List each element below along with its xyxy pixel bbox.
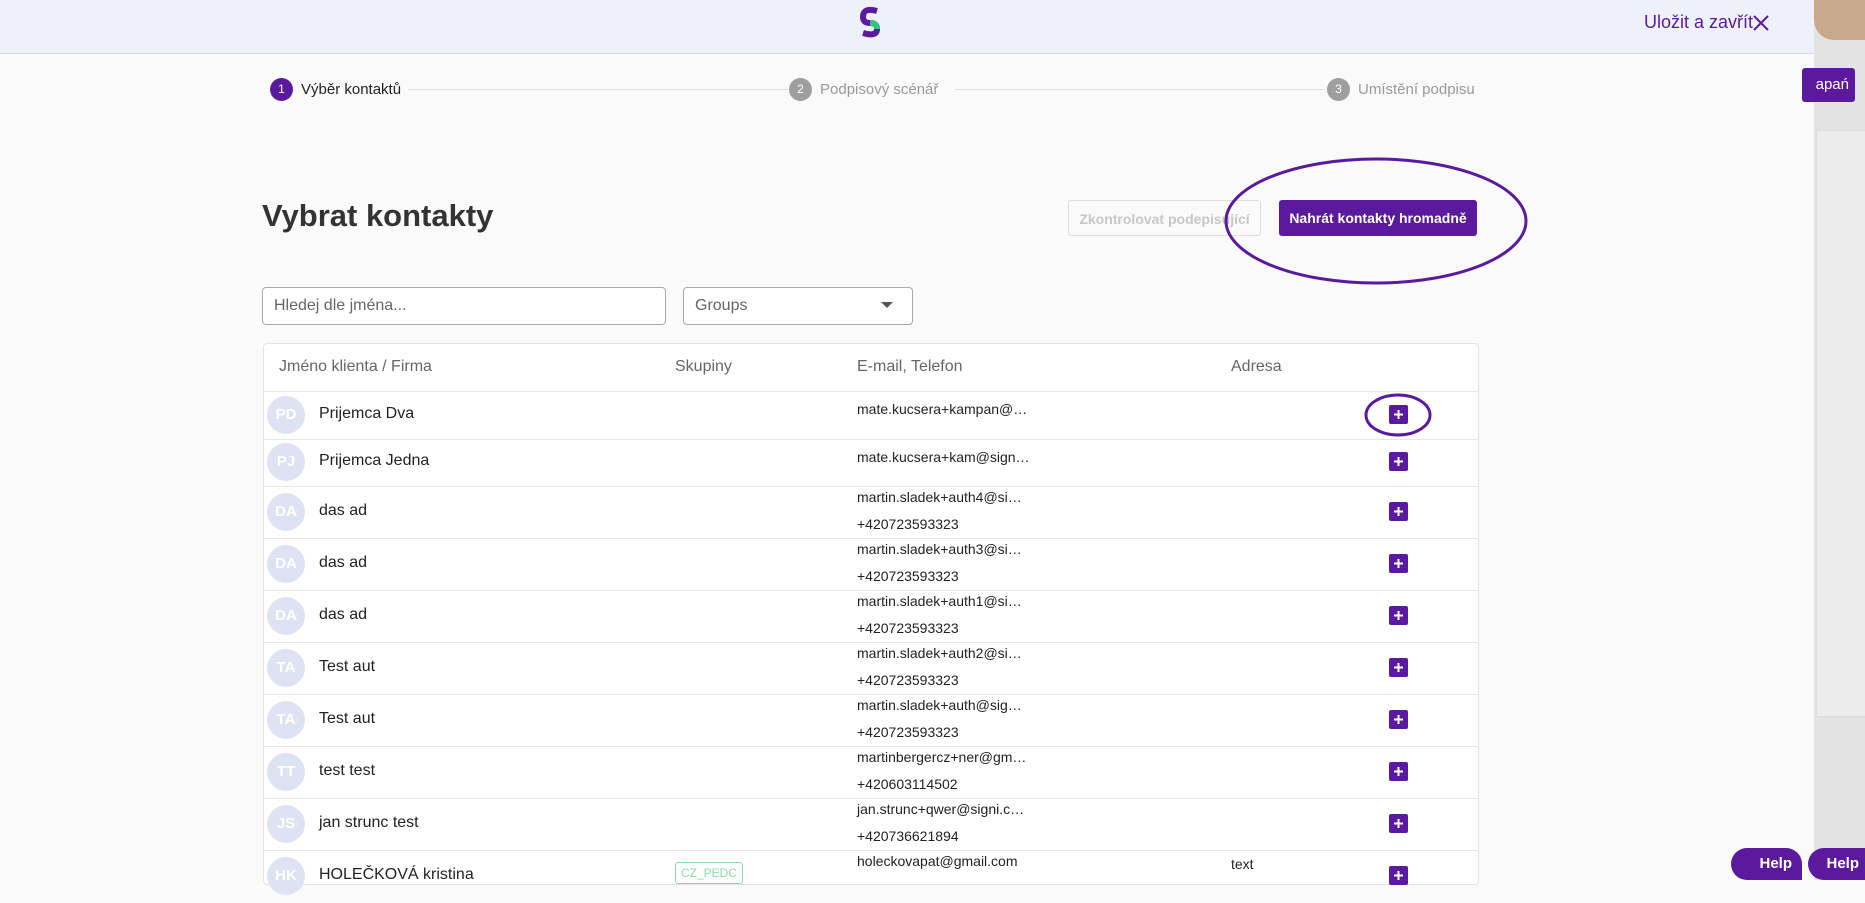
contact-name: HOLEČKOVÁ kristina bbox=[319, 866, 474, 883]
page-title: Vybrat kontakty bbox=[262, 198, 494, 233]
table-row bbox=[264, 850, 1478, 903]
contact-email: martin.sladek+auth2@si… bbox=[857, 645, 1022, 661]
contact-phone: +420723593323 bbox=[857, 724, 959, 740]
plus-icon bbox=[1394, 507, 1403, 516]
dropdown-arrow bbox=[881, 302, 893, 308]
close-icon[interactable] bbox=[1752, 14, 1770, 32]
avatar: DA bbox=[267, 545, 305, 583]
contact-email: mate.kucsera+kam@sign… bbox=[857, 448, 1030, 465]
plus-icon bbox=[1394, 611, 1403, 620]
contact-email: martinbergercz+ner@gm… bbox=[857, 749, 1027, 765]
contact-name: Prijemca Jedna bbox=[319, 452, 430, 470]
logo bbox=[859, 6, 881, 38]
contact-email: mate.kucsera+kampan@… bbox=[857, 401, 1028, 417]
column-header: Jméno klienta / Firma bbox=[279, 358, 432, 375]
contacts-table: Jméno klienta / Firma Skupiny E-mail, Tele… bbox=[263, 343, 1479, 895]
plus-icon bbox=[1394, 819, 1403, 828]
plus-icon bbox=[1394, 457, 1403, 467]
avatar: TA bbox=[267, 701, 305, 739]
avatar: TT bbox=[267, 753, 305, 791]
contact-phone: +420723593323 bbox=[857, 568, 959, 584]
avatar: DA bbox=[267, 493, 305, 531]
upload-button[interactable]: Nahrát kontakty hromadně bbox=[1279, 200, 1477, 236]
plus-icon bbox=[1394, 559, 1403, 568]
search-input[interactable]: Hledej dle jména... bbox=[262, 287, 666, 325]
table-row bbox=[264, 798, 1478, 851]
top-bar bbox=[0, 0, 1814, 54]
contact-phone: +420723593323 bbox=[857, 516, 959, 532]
contact-name: jan strunc test bbox=[319, 814, 419, 831]
table-row bbox=[264, 642, 1478, 695]
step-label: Podpisový scénář bbox=[820, 81, 939, 98]
contact-email: martin.sladek+auth1@si… bbox=[857, 593, 1022, 609]
help-button[interactable]: Help bbox=[1731, 848, 1802, 880]
step-number: 1 bbox=[270, 78, 293, 101]
help-button[interactable]: Help bbox=[1808, 848, 1865, 880]
add-contact-button[interactable] bbox=[1389, 658, 1408, 677]
plus-icon bbox=[1394, 409, 1403, 419]
contact-phone: +420723593323 bbox=[857, 672, 959, 688]
contact-name: Prijemca Dva bbox=[319, 404, 415, 422]
contact-name: Test aut bbox=[319, 658, 376, 675]
table-row bbox=[264, 746, 1478, 799]
table-row bbox=[264, 391, 1478, 440]
side-list bbox=[1816, 130, 1865, 717]
add-contact-button[interactable] bbox=[1389, 554, 1408, 573]
add-contact-button[interactable] bbox=[1389, 710, 1408, 729]
table-row bbox=[264, 694, 1478, 747]
add-contact-button[interactable] bbox=[1389, 452, 1408, 472]
plus-icon bbox=[1394, 715, 1403, 724]
contact-email: martin.sladek+auth3@si… bbox=[857, 541, 1022, 557]
contact-email: martin.sladek+auth4@si… bbox=[857, 489, 1022, 505]
step-number: 2 bbox=[789, 78, 812, 101]
contact-name: das ad bbox=[319, 606, 368, 623]
table-row bbox=[264, 590, 1478, 643]
table-row bbox=[264, 486, 1478, 539]
column-header: Adresa bbox=[1231, 358, 1282, 375]
contact-name: das ad bbox=[319, 554, 368, 571]
add-contact-button[interactable] bbox=[1389, 502, 1408, 521]
table-row bbox=[264, 538, 1478, 591]
avatar: PJ bbox=[267, 443, 305, 482]
step-number: 3 bbox=[1327, 78, 1350, 101]
add-contact-button[interactable] bbox=[1389, 866, 1408, 885]
save-close[interactable]: Uložit a zavřít bbox=[1644, 12, 1754, 32]
step-line bbox=[408, 89, 788, 90]
contact-phone: +420736621894 bbox=[857, 828, 959, 844]
column-header: E-mail, Telefon bbox=[857, 358, 963, 375]
groups-select[interactable]: Groups bbox=[683, 287, 913, 325]
contact-email: jan.strunc+qwer@signi.c… bbox=[857, 801, 1025, 817]
plus-icon bbox=[1394, 663, 1403, 672]
side-button[interactable]: apań bbox=[1802, 68, 1855, 102]
add-contact-button[interactable] bbox=[1389, 814, 1408, 833]
contact-email: holeckovapat@gmail.com bbox=[857, 853, 1018, 869]
contact-name: test test bbox=[319, 762, 376, 779]
avatar: HK bbox=[267, 857, 305, 895]
add-contact-button[interactable] bbox=[1389, 762, 1408, 781]
address: text bbox=[1231, 856, 1254, 872]
avatar: DA bbox=[267, 597, 305, 635]
group-tag: CZ_PEDC bbox=[675, 862, 744, 884]
add-contact-button[interactable] bbox=[1389, 404, 1408, 424]
plus-icon bbox=[1394, 871, 1403, 880]
contact-email: martin.sladek+auth@sig… bbox=[857, 697, 1022, 713]
step-line bbox=[955, 89, 1325, 90]
contact-name: Test aut bbox=[319, 710, 376, 727]
check-button[interactable]: Zkontrolovat podepisující bbox=[1068, 200, 1261, 236]
add-contact-button[interactable] bbox=[1389, 606, 1408, 625]
step-label: Umístění podpisu bbox=[1358, 81, 1475, 98]
avatar: JS bbox=[267, 805, 305, 843]
avatar bbox=[1814, 0, 1865, 40]
plus-icon bbox=[1394, 767, 1403, 776]
step-label: Výběr kontaktů bbox=[301, 81, 402, 98]
avatar: PD bbox=[267, 395, 305, 434]
column-header: Skupiny bbox=[675, 358, 732, 375]
table-row bbox=[264, 438, 1478, 488]
contact-phone: +420723593323 bbox=[857, 620, 959, 636]
avatar: TA bbox=[267, 649, 305, 687]
contact-name: das ad bbox=[319, 502, 368, 519]
contact-phone: +420603114502 bbox=[857, 776, 958, 792]
